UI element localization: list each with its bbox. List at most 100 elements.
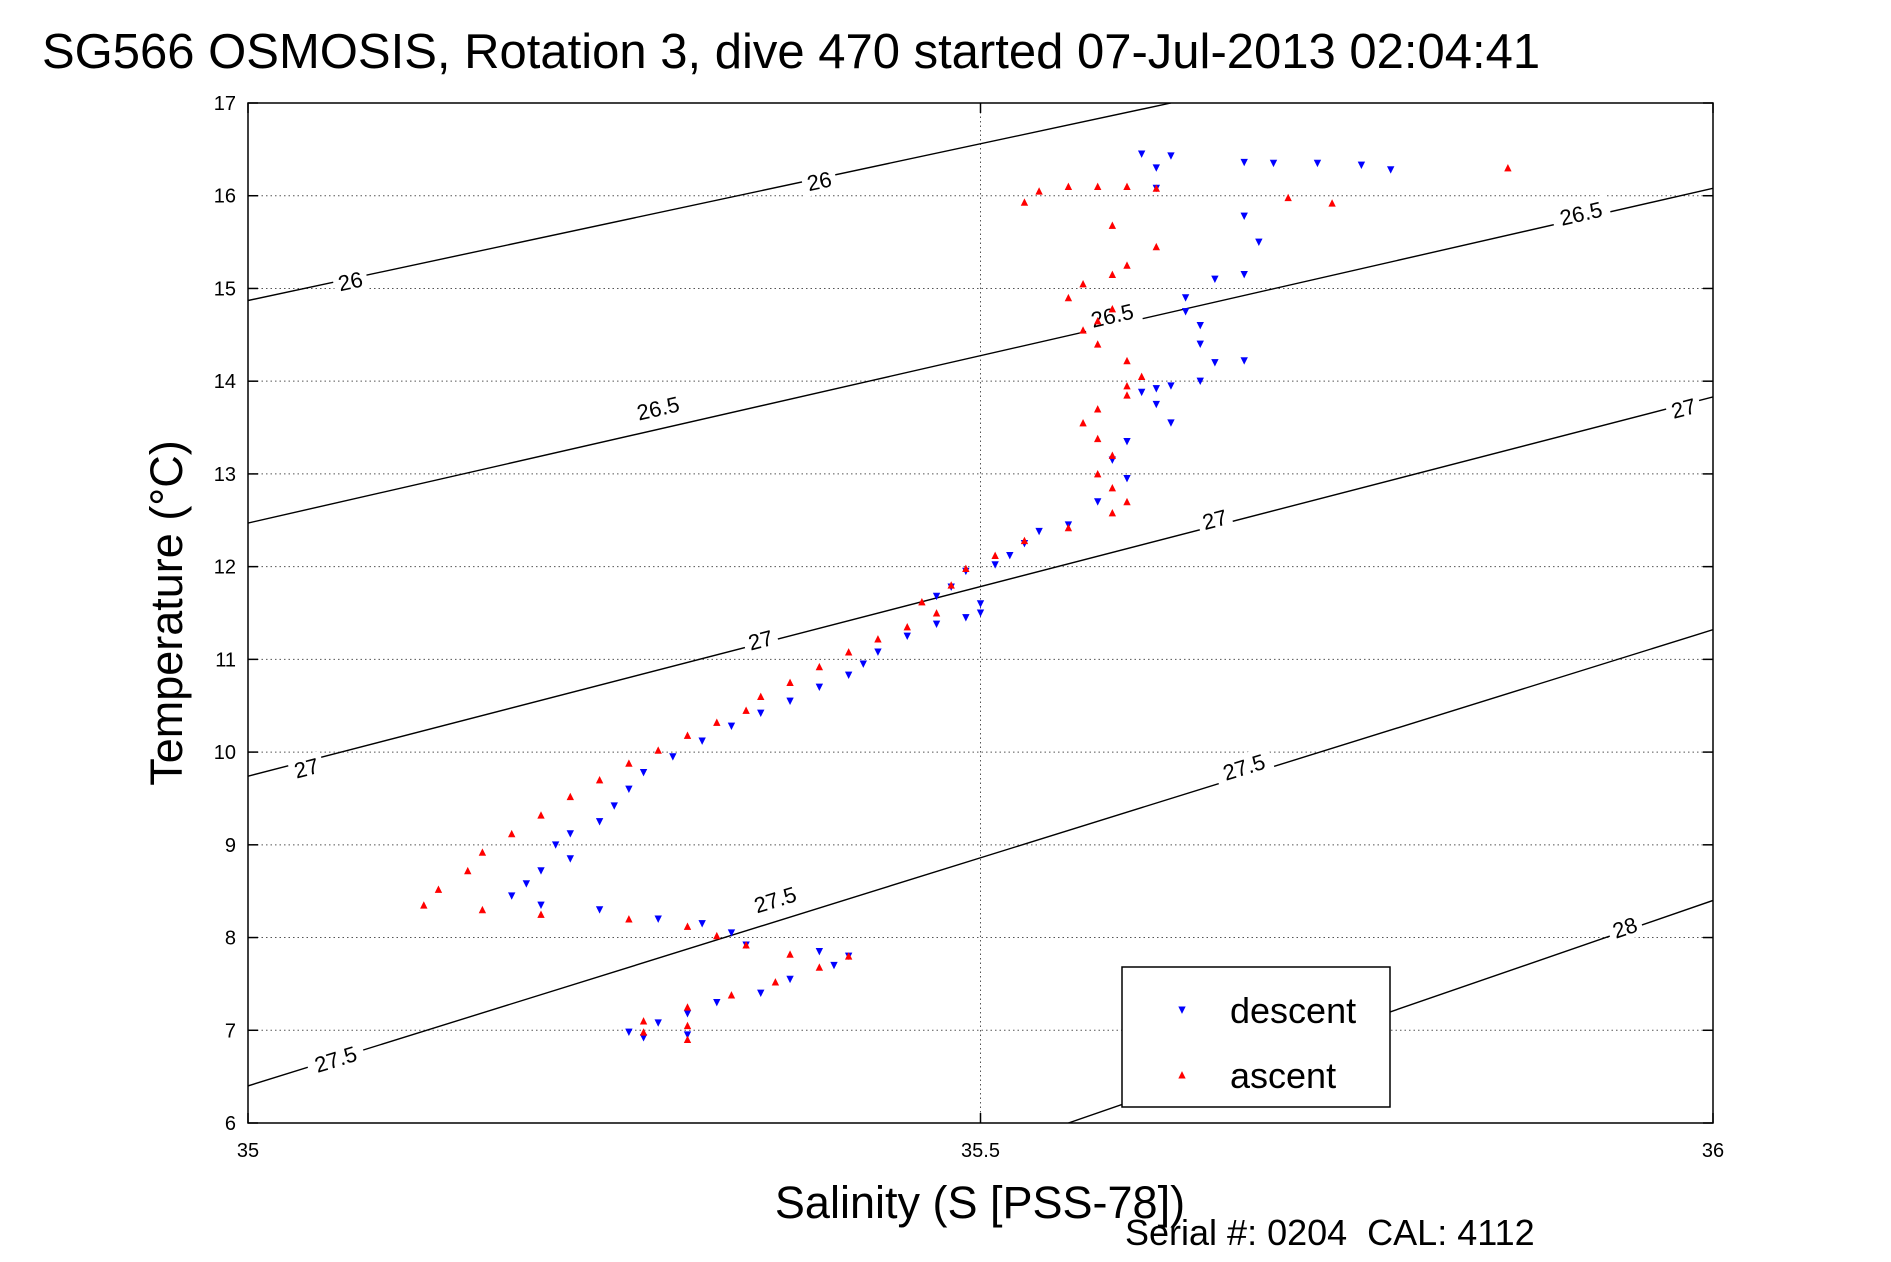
ascent-point xyxy=(625,759,633,767)
descent-point xyxy=(1123,475,1131,483)
ascent-point xyxy=(1020,198,1029,206)
descent-point xyxy=(874,648,882,656)
ascent-point xyxy=(478,848,487,856)
data-points xyxy=(420,150,1512,1044)
ascent-point xyxy=(1094,317,1102,325)
ascent-point xyxy=(947,581,955,589)
y-tick-label: 13 xyxy=(214,464,236,486)
density-contour-label-group: 26.5 xyxy=(626,388,690,428)
ascent-point xyxy=(1079,419,1087,427)
density-contour-label-group: 26.5 xyxy=(1549,194,1613,233)
y-tick-label: 15 xyxy=(214,278,236,300)
y-tick-label: 9 xyxy=(225,835,236,857)
ascent-point xyxy=(1064,523,1073,532)
ascent-point xyxy=(654,746,662,754)
ascent-point xyxy=(1328,199,1336,207)
descent-point xyxy=(1137,388,1146,397)
descent-point xyxy=(1181,294,1190,302)
x-tick-label: 35 xyxy=(237,1140,259,1162)
density-contour-label: 27 xyxy=(1669,393,1699,423)
descent-point xyxy=(1123,437,1131,446)
ascent-point xyxy=(1123,261,1131,269)
descent-point xyxy=(1167,152,1175,160)
density-contour-label: 26 xyxy=(805,167,834,197)
ascent-point xyxy=(1108,451,1117,459)
descent-point xyxy=(844,671,853,679)
density-contour-label-group: 28 xyxy=(1604,909,1646,946)
density-contour-line xyxy=(248,187,1713,524)
density-contour-label: 26 xyxy=(336,267,365,297)
ascent-point xyxy=(1108,508,1117,517)
descent-point xyxy=(976,609,985,617)
ascent-point xyxy=(1035,187,1043,195)
x-axis-label: Salinity (S [PSS-78]) xyxy=(775,1177,1185,1228)
ascent-point xyxy=(1064,182,1073,190)
descent-point xyxy=(1137,150,1146,158)
ascent-point xyxy=(683,1003,692,1011)
ascent-point xyxy=(1123,381,1131,390)
descent-point xyxy=(727,722,736,730)
y-axis-label: Temperature (°C) xyxy=(141,440,192,786)
ascent-point xyxy=(932,609,941,617)
descent-point xyxy=(683,1010,692,1018)
ascent-point xyxy=(1504,164,1512,172)
density-contour-label-background xyxy=(1080,296,1144,335)
density-contour-label-group: 26.5 xyxy=(1080,296,1144,335)
descent-point xyxy=(976,600,985,608)
ascent-point xyxy=(1079,326,1087,334)
density-contour-line xyxy=(248,103,1172,302)
ascent-point xyxy=(713,931,721,940)
descent-point xyxy=(1240,271,1248,279)
y-tick-label: 7 xyxy=(225,1020,236,1042)
ascent-point xyxy=(1123,497,1131,506)
descent-point xyxy=(1094,498,1102,506)
ascent-point xyxy=(537,811,545,819)
descent-point xyxy=(610,802,618,810)
descent-point xyxy=(1357,161,1366,169)
ascent-point xyxy=(815,662,824,671)
density-contour-label-group: 27.5 xyxy=(304,1037,368,1081)
ascent-point xyxy=(786,950,794,958)
ascent-point xyxy=(757,692,765,700)
descent-point xyxy=(654,1019,662,1027)
ascent-point xyxy=(874,635,882,643)
density-contour-labels: 26 26 26.5 26.5 26.5 27 27 27 27 27.5 27.5 27.5 28 xyxy=(286,164,1704,1081)
ascent-point xyxy=(815,963,824,971)
density-contour-line xyxy=(248,629,1713,1087)
ascent-point xyxy=(537,910,545,918)
axis-ticks: 6 7 8 9 10 11 12 13 14 15 16 17 35 35.5 36 xyxy=(214,93,1724,1162)
ascent-point xyxy=(508,829,516,838)
density-contour-label-group: 27 xyxy=(1194,502,1235,537)
descent-point xyxy=(1387,166,1395,174)
ascent-point xyxy=(683,1035,692,1044)
x-tick-label: 35.5 xyxy=(961,1140,1000,1162)
descent-point xyxy=(566,855,574,863)
density-contour-label-background xyxy=(286,750,327,785)
descent-point xyxy=(1211,275,1219,284)
ascent-point xyxy=(1123,356,1131,365)
descent-point xyxy=(859,660,867,668)
descent-point xyxy=(830,961,838,970)
density-contour-label: 27 xyxy=(1200,505,1230,535)
density-contour-label: 27.5 xyxy=(751,882,799,919)
descent-point xyxy=(932,620,941,628)
ascent-point xyxy=(1094,470,1102,478)
descent-point xyxy=(786,697,794,705)
descent-point xyxy=(625,785,633,794)
ascent-point xyxy=(1152,242,1160,251)
ascent-point xyxy=(903,623,911,631)
descent-point xyxy=(991,561,999,569)
descent-point xyxy=(1240,357,1248,365)
descent-point xyxy=(639,768,648,777)
ascent-point xyxy=(566,792,574,801)
descent-point xyxy=(1240,158,1248,167)
legend-ascent-label: ascent xyxy=(1230,1055,1336,1096)
ascent-point xyxy=(1284,193,1292,202)
ascent-point xyxy=(625,915,633,923)
descent-point xyxy=(1152,385,1160,393)
descent-point xyxy=(1152,164,1160,172)
descent-point xyxy=(551,841,560,849)
y-tick-label: 11 xyxy=(215,649,236,671)
descent-point xyxy=(537,867,545,875)
